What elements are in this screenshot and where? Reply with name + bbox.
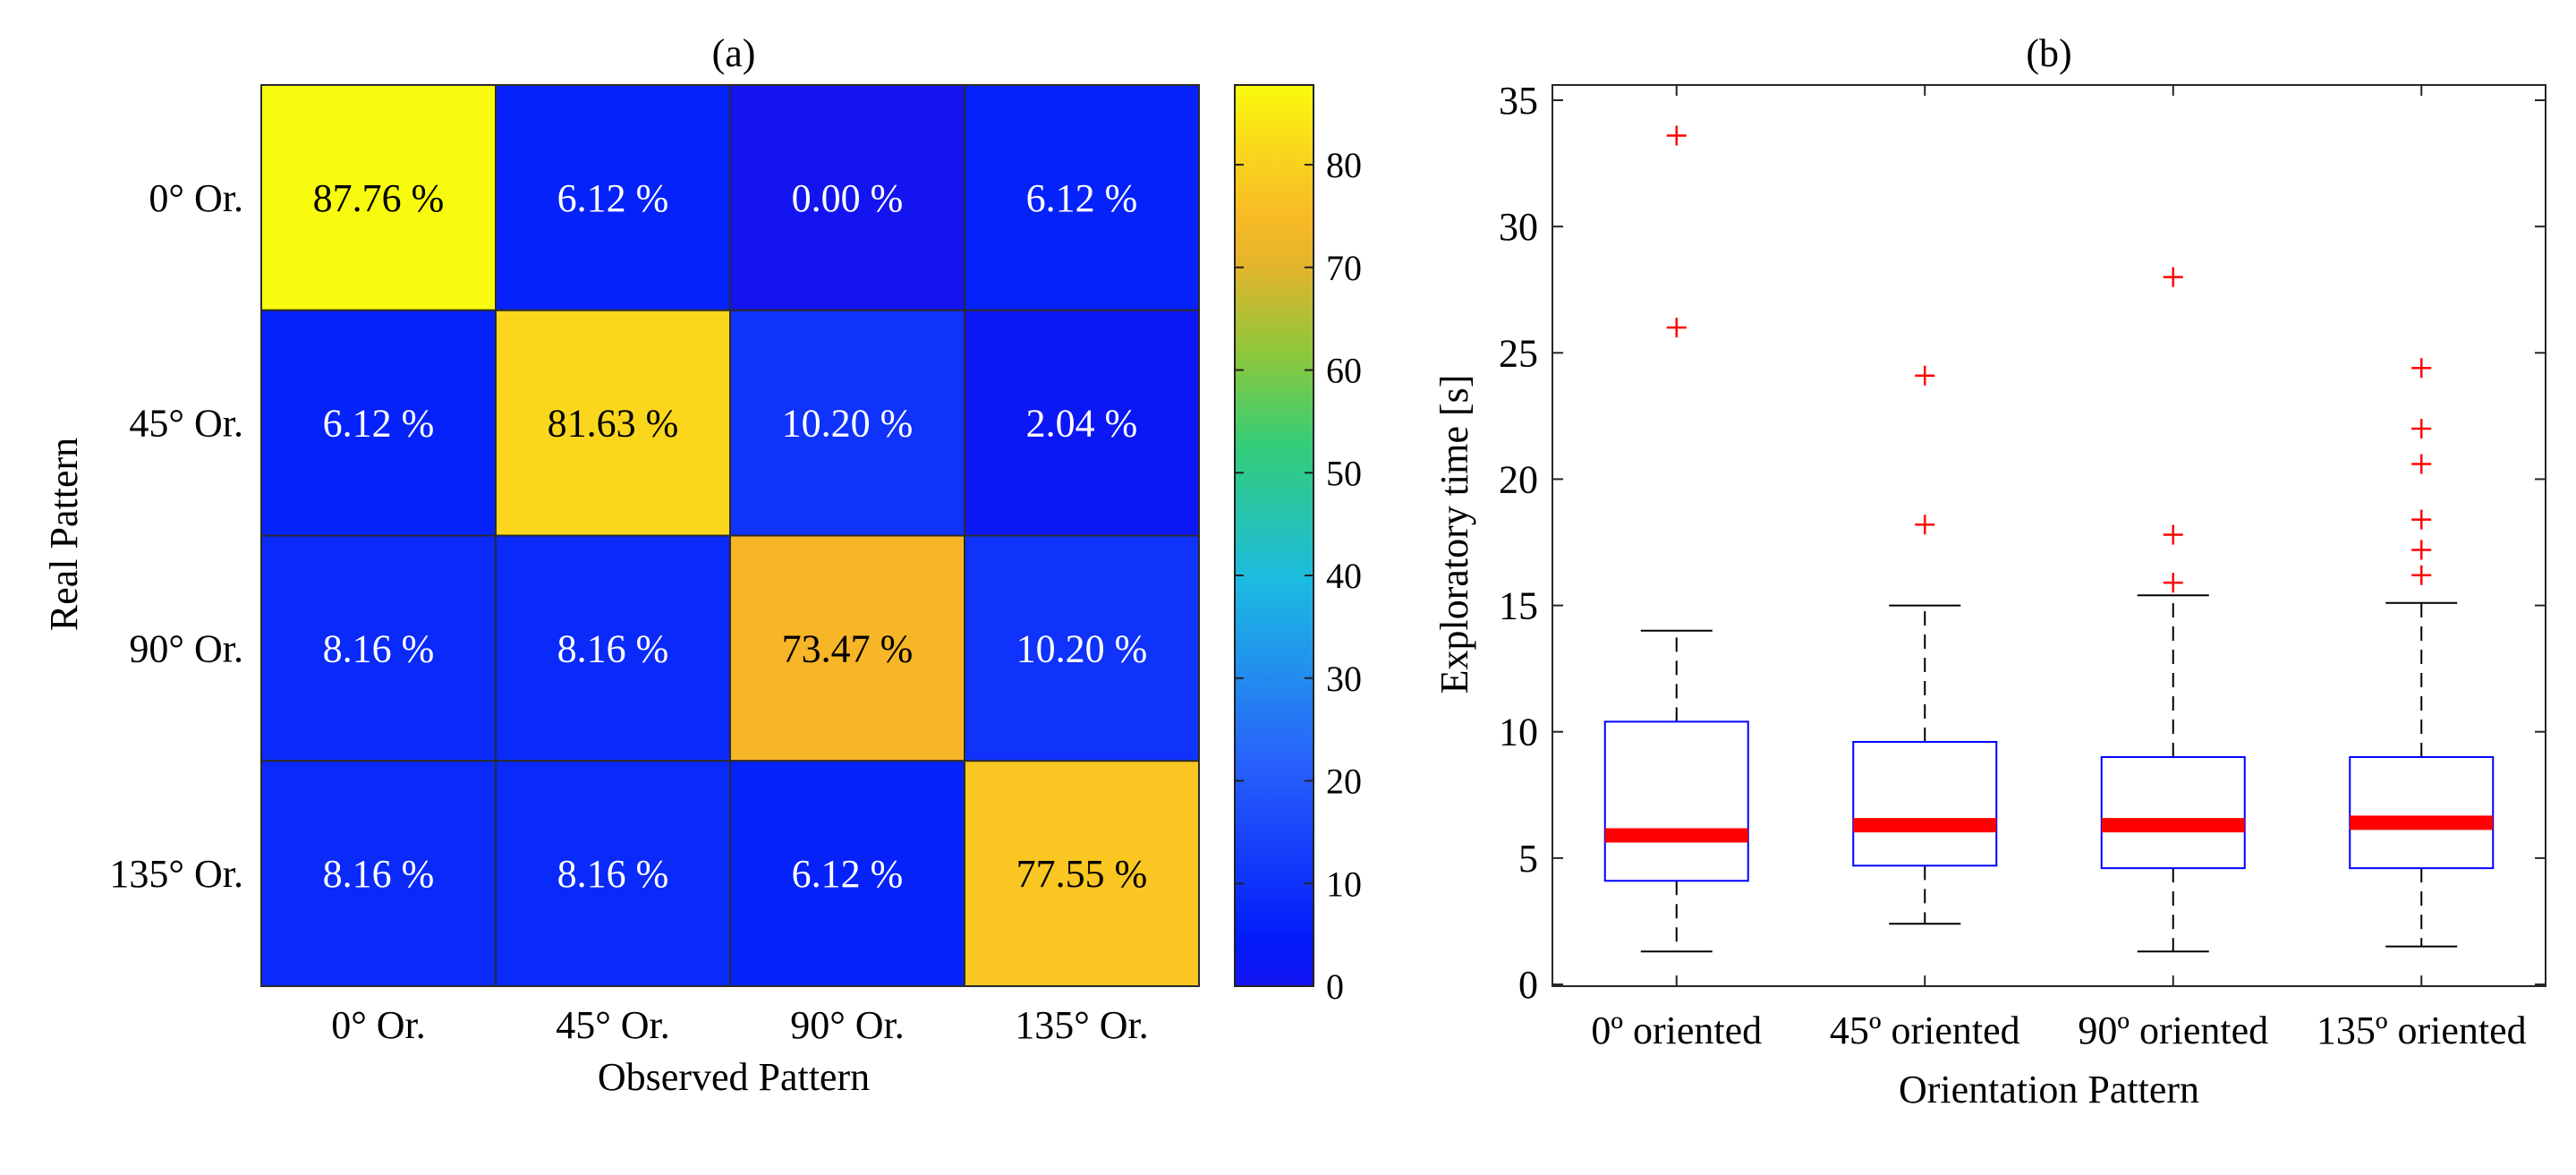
colorbar-tick-label: 80	[1326, 145, 1362, 185]
colorbar-tick-label: 10	[1326, 864, 1362, 904]
colorbar-tick-label: 20	[1326, 762, 1362, 802]
boxplot-x-ticks: 0º oriented 45º oriented 90º oriented 135º …	[1591, 85, 2527, 1052]
heatmap-x-tick-labels: 0° Or. 45° Or. 90° Or. 135° Or.	[331, 1003, 1149, 1047]
heatmap-cell-label: 10.20 %	[782, 402, 914, 446]
heatmap-cell	[964, 760, 1200, 987]
heatmap-y-tick-labels: 0° Or. 45° Or. 90° Or. 135° Or.	[109, 176, 243, 896]
iqr-box	[1852, 741, 1998, 867]
outlier-marker	[1915, 515, 1935, 535]
box-group	[2100, 267, 2246, 953]
heatmap-cell-label: 6.12 %	[557, 176, 669, 220]
heatmap-cell	[260, 309, 497, 537]
heatmap-cell	[729, 760, 965, 987]
heatmap-cell-label: 77.55 %	[1016, 852, 1148, 896]
box-group	[1603, 125, 1749, 953]
heatmap-y-tick-label: 90° Or.	[129, 626, 243, 670]
boxplot-panel: (b) 0 5 10 15 20 25 30 35 0º oriented 45º orient…	[1433, 31, 2546, 1111]
boxplot-boxes	[1603, 125, 2495, 953]
colorbar-tick-label: 70	[1326, 248, 1362, 288]
boxplot-x-axis-label: Orientation Pattern	[1899, 1068, 2199, 1111]
heatmap-x-tick-label: 45° Or.	[556, 1003, 670, 1047]
boxplot-y-tick-label: 10	[1499, 711, 1538, 754]
heatmap-cell-label: 2.04 %	[1026, 402, 1138, 446]
heatmap-y-tick-label: 45° Or.	[129, 402, 243, 446]
boxplot-y-axis-label: Exploratory time [s]	[1433, 375, 1476, 694]
boxplot-y-tick-label: 25	[1499, 331, 1538, 375]
colorbar-tick-label: 30	[1326, 659, 1362, 699]
heatmap-title: (a)	[712, 31, 756, 75]
outlier-marker	[2411, 418, 2432, 438]
colorbar-tick-label: 40	[1326, 556, 1362, 596]
heatmap-cell-label: 0.00 %	[792, 176, 904, 220]
outlier-marker	[1666, 318, 1687, 338]
heatmap-cell-label: 8.16 %	[557, 626, 669, 670]
boxplot-title: (b)	[2026, 31, 2071, 75]
heatmap-cell	[260, 84, 497, 311]
heatmap-cell	[964, 309, 1200, 537]
boxplot-y-tick-label: 15	[1499, 584, 1538, 628]
heatmap-cell-label: 6.12 %	[792, 852, 904, 896]
heatmap-cell	[495, 534, 731, 762]
heatmap-cell-label: 8.16 %	[323, 852, 435, 896]
colorbar-tick-label: 0	[1326, 966, 1344, 1007]
heatmap-cell-labels: 87.76 % 6.12 % 0.00 % 6.12 % 6.12 % 81.63 % 10…	[313, 176, 1148, 896]
outlier-marker	[1666, 125, 1687, 146]
heatmap-cell-label: 8.16 %	[323, 626, 435, 670]
heatmap-cell-label: 73.47 %	[782, 626, 914, 670]
heatmap-cell-label: 87.76 %	[313, 176, 445, 220]
boxplot-y-tick-label: 35	[1499, 79, 1538, 123]
heatmap-cell	[729, 84, 965, 311]
heatmap-x-tick-label: 90° Or.	[790, 1003, 905, 1047]
heatmap-y-tick-label: 135° Or.	[109, 852, 243, 896]
colorbar-ticks: 0 10 20 30 40 50 60 70 80	[1235, 145, 1362, 1007]
boxplot-y-tick-label: 0	[1518, 963, 1538, 1007]
heatmap-cell-label: 6.12 %	[323, 402, 435, 446]
colorbar-tick-label: 50	[1326, 453, 1362, 493]
boxplot-x-tick-label: 90º oriented	[2078, 1009, 2268, 1052]
outlier-marker	[2163, 524, 2183, 545]
heatmap-cell-label: 6.12 %	[1026, 176, 1138, 220]
boxplot-y-ticks: 0 5 10 15 20 25 30 35	[1499, 79, 2546, 1007]
outlier-marker	[2411, 454, 2432, 474]
outlier-marker	[2411, 358, 2432, 379]
outlier-marker	[2411, 565, 2432, 585]
heatmap-cell-label: 10.20 %	[1016, 626, 1148, 670]
outlier-marker	[1915, 365, 1935, 386]
boxplot-y-tick-label: 20	[1499, 457, 1538, 501]
iqr-box	[2100, 755, 2246, 870]
outlier-marker	[2163, 267, 2183, 287]
boxplot-x-tick-label: 45º oriented	[1830, 1009, 2020, 1052]
heatmap-cell	[495, 84, 731, 311]
heatmap-x-tick-label: 135° Or.	[1015, 1003, 1149, 1047]
iqr-box	[2349, 755, 2495, 870]
heatmap-y-tick-label: 0° Or.	[149, 176, 243, 220]
boxplot-y-tick-label: 5	[1518, 837, 1538, 881]
boxplot-y-tick-label: 30	[1499, 205, 1538, 249]
outlier-marker	[2411, 540, 2432, 560]
box-group	[2349, 358, 2495, 948]
box-group	[1852, 365, 1998, 925]
heatmap-cells	[260, 84, 1200, 987]
heatmap-cell	[495, 309, 731, 537]
outlier-marker	[2411, 509, 2432, 530]
heatmap-cell	[964, 84, 1200, 311]
boxplot-axes-frame	[1552, 84, 2546, 987]
boxplot-x-tick-label: 0º oriented	[1591, 1009, 1762, 1052]
heatmap-x-axis-label: Observed Pattern	[598, 1055, 870, 1099]
heatmap-cell	[495, 760, 731, 987]
outlier-marker	[2163, 573, 2183, 593]
heatmap-cell	[260, 760, 497, 987]
heatmap-y-axis-label: Real Pattern	[42, 438, 86, 631]
boxplot-x-tick-label: 135º oriented	[2317, 1009, 2527, 1052]
colorbar	[1234, 84, 1314, 987]
heatmap-cell-label: 81.63 %	[548, 402, 679, 446]
heatmap-panel: (a) 87.76 % 6.12 % 0.00 % 6.12 % 6.12 % 81.63…	[42, 31, 1362, 1099]
colorbar-tick-label: 60	[1326, 351, 1362, 391]
heatmap-x-tick-label: 0° Or.	[331, 1003, 426, 1047]
heatmap-cell	[964, 534, 1200, 762]
heatmap-cell-label: 8.16 %	[557, 852, 669, 896]
iqr-box	[1603, 720, 1749, 882]
